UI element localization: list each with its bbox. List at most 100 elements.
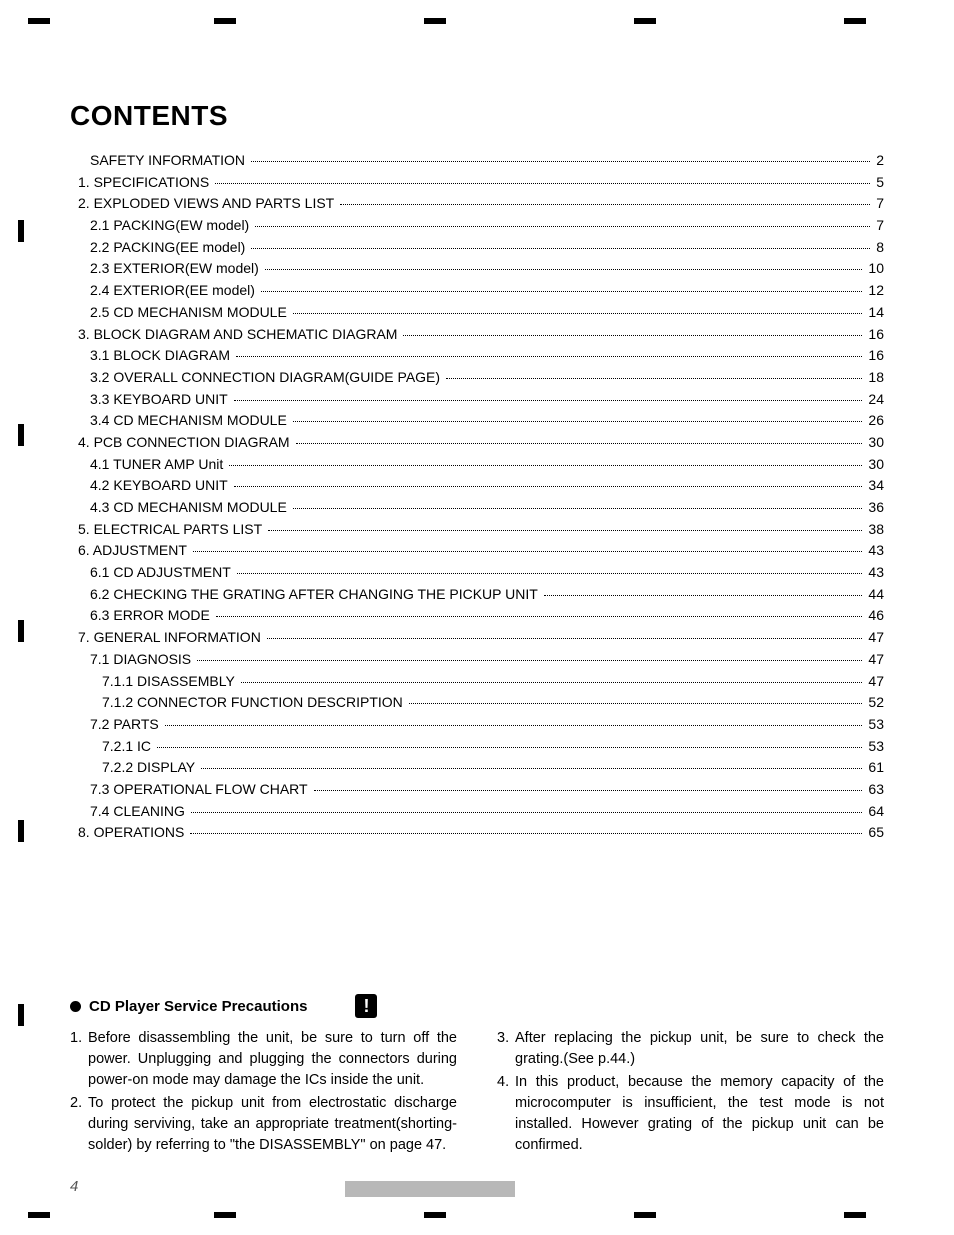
precaution-text: Before disassembling the unit, be sure t…	[88, 1028, 457, 1091]
toc-row: 1. SPECIFICATIONS5	[70, 172, 884, 194]
toc-label: 6.3 ERROR MODE	[90, 605, 214, 627]
toc-leader	[201, 768, 862, 769]
toc-leader	[191, 812, 862, 813]
toc-label: 6.2 CHECKING THE GRATING AFTER CHANGING …	[90, 584, 542, 606]
precaution-text: After replacing the pickup unit, be sure…	[515, 1028, 884, 1070]
toc-leader	[251, 161, 870, 162]
toc-page: 18	[864, 367, 884, 389]
toc-row: 3.4 CD MECHANISM MODULE 26	[70, 410, 884, 432]
footer-bar	[345, 1181, 515, 1197]
toc-label: 6. ADJUSTMENT	[78, 540, 191, 562]
precaution-item: 1.Before disassembling the unit, be sure…	[70, 1028, 457, 1091]
toc-row: 3.3 KEYBOARD UNIT 24	[70, 389, 884, 411]
toc-page: 30	[864, 454, 884, 476]
toc-page: 12	[864, 280, 884, 302]
toc-label: 4.2 KEYBOARD UNIT	[90, 475, 232, 497]
toc-label: 4.1 TUNER AMP Unit	[90, 454, 227, 476]
toc-label: 7.3 OPERATIONAL FLOW CHART	[90, 779, 312, 801]
toc-page: 14	[864, 302, 884, 324]
toc-leader	[261, 291, 862, 292]
toc-page: 2	[872, 150, 884, 172]
toc-label: 4.3 CD MECHANISM MODULE	[90, 497, 291, 519]
toc-label: 7.2.2 DISPLAY	[102, 757, 199, 779]
registration-mark	[18, 1004, 24, 1026]
toc-page: 52	[864, 692, 884, 714]
registration-mark	[28, 18, 50, 24]
toc-page: 36	[864, 497, 884, 519]
toc-label: 3.4 CD MECHANISM MODULE	[90, 410, 291, 432]
precaution-number: 2.	[70, 1093, 88, 1156]
registration-mark	[214, 18, 236, 24]
registration-mark	[424, 1212, 446, 1218]
toc-row: 4.1 TUNER AMP Unit 30	[70, 454, 884, 476]
toc-page: 64	[864, 801, 884, 823]
toc-page: 16	[864, 324, 884, 346]
toc-label: 7.2.1 IC	[102, 736, 155, 758]
toc-label: SAFETY INFORMATION	[90, 150, 249, 172]
toc-page: 53	[864, 714, 884, 736]
toc-leader	[293, 313, 863, 314]
bullet-icon	[70, 1001, 81, 1012]
toc-page: 53	[864, 736, 884, 758]
toc-label: 8. OPERATIONS	[78, 822, 188, 844]
registration-mark	[18, 620, 24, 642]
table-of-contents: SAFETY INFORMATION 21. SPECIFICATIONS52. …	[70, 150, 884, 844]
toc-label: 3.3 KEYBOARD UNIT	[90, 389, 232, 411]
toc-label: 6.1 CD ADJUSTMENT	[90, 562, 235, 584]
toc-leader	[267, 638, 863, 639]
toc-page: 43	[864, 540, 884, 562]
toc-row: 4.3 CD MECHANISM MODULE 36	[70, 497, 884, 519]
toc-label: 2. EXPLODED VIEWS AND PARTS LIST	[78, 193, 338, 215]
toc-row: 8. OPERATIONS65	[70, 822, 884, 844]
toc-page: 5	[872, 172, 884, 194]
toc-row: 7.3 OPERATIONAL FLOW CHART 63	[70, 779, 884, 801]
toc-page: 34	[864, 475, 884, 497]
precautions-columns: 1.Before disassembling the unit, be sure…	[70, 1028, 884, 1158]
precautions-heading: CD Player Service Precautions !	[70, 994, 884, 1018]
toc-leader	[193, 551, 863, 552]
toc-page: 24	[864, 389, 884, 411]
toc-row: 7.1.2 CONNECTOR FUNCTION DESCRIPTION52	[70, 692, 884, 714]
warning-icon: !	[355, 994, 377, 1018]
toc-page: 10	[864, 258, 884, 280]
precaution-item: 2.To protect the pickup unit from electr…	[70, 1093, 457, 1156]
toc-row: 7.1.1 DISASSEMBLY 47	[70, 671, 884, 693]
precaution-number: 3.	[497, 1028, 515, 1070]
toc-page: 26	[864, 410, 884, 432]
toc-label: 3.1 BLOCK DIAGRAM	[90, 345, 234, 367]
toc-leader	[229, 465, 862, 466]
toc-page: 47	[864, 671, 884, 693]
toc-leader	[241, 682, 863, 683]
toc-row: 7. GENERAL INFORMATION47	[70, 627, 884, 649]
page-title: CONTENTS	[70, 100, 884, 132]
toc-page: 7	[872, 193, 884, 215]
toc-page: 47	[864, 649, 884, 671]
toc-leader	[340, 204, 870, 205]
registration-mark	[214, 1212, 236, 1218]
toc-row: 7.4 CLEANING64	[70, 801, 884, 823]
toc-label: 7.1.1 DISASSEMBLY	[102, 671, 239, 693]
toc-label: 3. BLOCK DIAGRAM AND SCHEMATIC DIAGRAM	[78, 324, 401, 346]
toc-leader	[165, 725, 863, 726]
toc-leader	[237, 573, 863, 574]
toc-label: 7.1 DIAGNOSIS	[90, 649, 195, 671]
toc-row: 7.2.2 DISPLAY61	[70, 757, 884, 779]
registration-mark	[18, 820, 24, 842]
registration-mark	[634, 1212, 656, 1218]
toc-page: 44	[864, 584, 884, 606]
toc-row: SAFETY INFORMATION 2	[70, 150, 884, 172]
precaution-number: 1.	[70, 1028, 88, 1091]
toc-row: 3.1 BLOCK DIAGRAM16	[70, 345, 884, 367]
toc-leader	[296, 443, 863, 444]
toc-page: 63	[864, 779, 884, 801]
toc-row: 2.1 PACKING(EW model)7	[70, 215, 884, 237]
toc-row: 7.2.1 IC 53	[70, 736, 884, 758]
toc-label: 5. ELECTRICAL PARTS LIST	[78, 519, 266, 541]
toc-row: 3. BLOCK DIAGRAM AND SCHEMATIC DIAGRAM 16	[70, 324, 884, 346]
precautions-right-col: 3.After replacing the pickup unit, be su…	[497, 1028, 884, 1158]
toc-leader	[293, 421, 863, 422]
toc-row: 4. PCB CONNECTION DIAGRAM30	[70, 432, 884, 454]
precautions-title: CD Player Service Precautions	[89, 998, 307, 1015]
toc-leader	[544, 595, 863, 596]
toc-row: 2. EXPLODED VIEWS AND PARTS LIST 7	[70, 193, 884, 215]
